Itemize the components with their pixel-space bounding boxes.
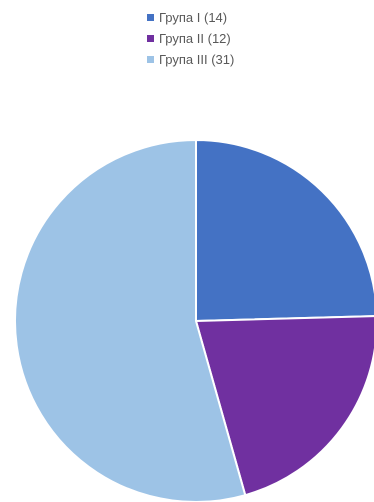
- legend-label-group-1: Група I (14): [159, 10, 228, 25]
- legend-item-group-2: Група II (12): [147, 30, 234, 47]
- legend-item-group-3: Група III (31): [147, 51, 234, 68]
- chart-legend: Група I (14) Група II (12) Група III (31…: [147, 9, 234, 68]
- pie-slice-group-3: [14, 139, 247, 502]
- legend-swatch-group-1: [147, 14, 154, 21]
- pie-slice-group-1: [195, 139, 374, 322]
- legend-label-group-2: Група II (12): [159, 31, 231, 46]
- legend-label-group-3: Група III (31): [159, 52, 235, 67]
- legend-swatch-group-3: [147, 56, 154, 63]
- pie-slice-group-2: [195, 315, 374, 497]
- legend-swatch-group-2: [147, 35, 154, 42]
- legend-item-group-1: Група I (14): [147, 9, 234, 26]
